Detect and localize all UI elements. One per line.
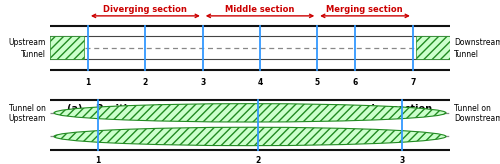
Text: Tunnel: Tunnel	[454, 50, 479, 59]
Text: Merging section: Merging section	[326, 6, 403, 14]
Text: 1: 1	[96, 156, 100, 164]
Text: 2: 2	[142, 78, 148, 87]
Text: Middle section: Middle section	[226, 6, 294, 14]
Text: 5: 5	[314, 78, 320, 87]
Bar	[416, 36, 450, 59]
Text: Tunnel on: Tunnel on	[9, 104, 46, 113]
Text: Diverging section: Diverging section	[104, 6, 187, 14]
Text: 3: 3	[200, 78, 205, 87]
Text: 4: 4	[258, 78, 263, 87]
Text: 6: 6	[352, 78, 358, 87]
Text: Upstream: Upstream	[8, 114, 46, 123]
Text: 2: 2	[256, 156, 260, 164]
Ellipse shape	[54, 127, 446, 146]
Text: Upstream: Upstream	[8, 38, 46, 47]
Text: Downstream: Downstream	[454, 38, 500, 47]
Bar	[50, 36, 84, 59]
Text: 7: 7	[410, 78, 416, 87]
Text: 1: 1	[86, 78, 90, 87]
Ellipse shape	[54, 104, 446, 122]
Text: Tunnel on: Tunnel on	[454, 104, 491, 113]
Text: Tunnel: Tunnel	[21, 50, 46, 59]
Text: Downstream: Downstream	[454, 114, 500, 123]
Text: (a)    Positions of Transects in Type 1 inter-tunnel weaving section: (a) Positions of Transects in Type 1 int…	[68, 104, 432, 114]
Text: 3: 3	[400, 156, 404, 164]
